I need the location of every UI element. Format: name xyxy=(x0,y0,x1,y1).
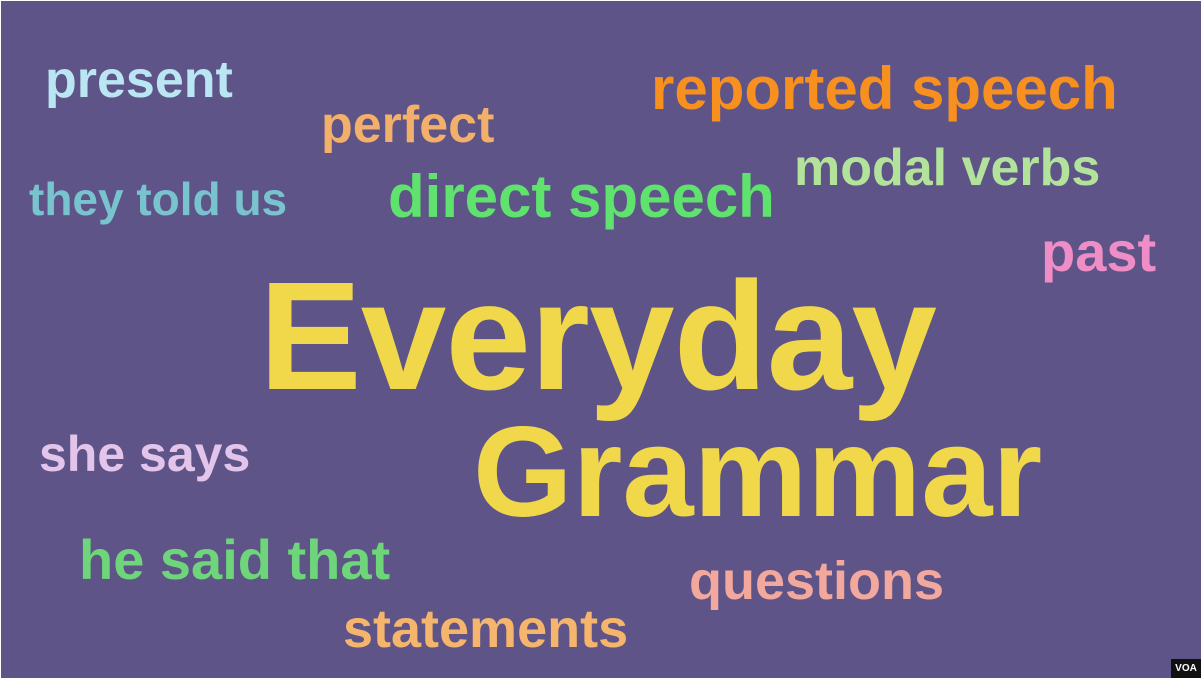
title-grammar: Grammar xyxy=(473,401,1043,544)
word-they-told-us: they told us xyxy=(29,173,288,225)
title-everyday: Everyday xyxy=(259,250,937,422)
word-reported-speech: reported speech xyxy=(651,55,1118,122)
word-perfect: perfect xyxy=(321,96,495,154)
word-present: present xyxy=(45,51,233,109)
word-he-said-that: he said that xyxy=(79,528,391,591)
word-direct-speech: direct speech xyxy=(388,163,775,230)
voa-logo-badge: VOA xyxy=(1171,659,1201,678)
word-she-says: she says xyxy=(39,426,251,482)
word-modal-verbs: modal verbs xyxy=(794,139,1101,197)
word-questions: questions xyxy=(689,551,945,611)
word-past: past xyxy=(1041,220,1157,283)
word-statements: statements xyxy=(343,599,629,659)
